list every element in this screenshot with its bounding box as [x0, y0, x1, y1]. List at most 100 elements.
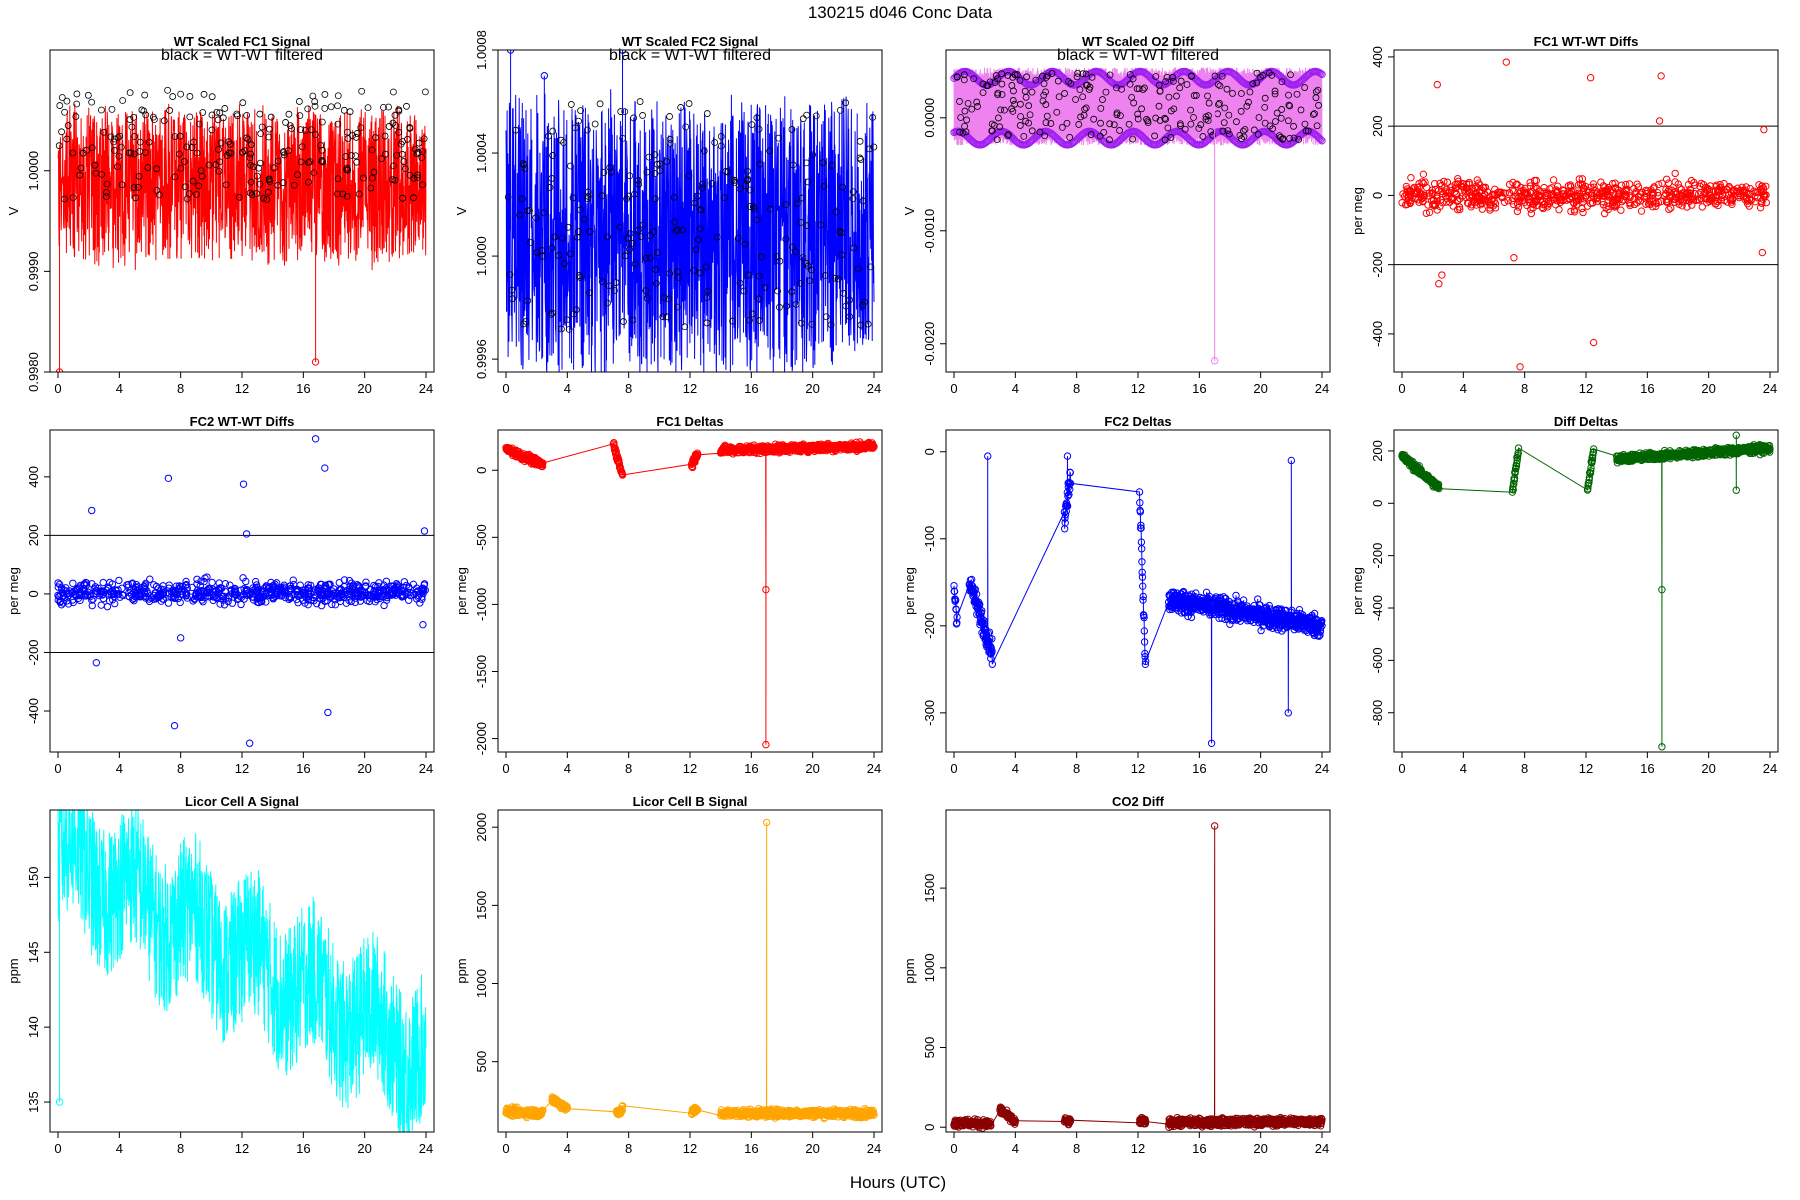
- filtered-point: [246, 189, 254, 197]
- data-point: [419, 620, 427, 629]
- data-point: [340, 576, 349, 584]
- data-point: [54, 579, 62, 587]
- data-point: [1688, 201, 1696, 209]
- x-tick-label: 4: [564, 761, 571, 776]
- data-point: [1587, 191, 1596, 199]
- filtered-point: [1072, 96, 1079, 103]
- filtered-point: [310, 169, 318, 177]
- data-point: [285, 595, 293, 604]
- filtered-point: [703, 110, 711, 117]
- filtered-point: [1290, 134, 1298, 142]
- data-point: [115, 576, 123, 585]
- series-line: [505, 441, 875, 745]
- data-point: [190, 595, 199, 604]
- data-point: [317, 601, 326, 610]
- plot-area: [950, 67, 1326, 365]
- data-point: [211, 587, 219, 595]
- filtered-point: [260, 194, 268, 202]
- filtered-point: [703, 319, 711, 327]
- filtered-point: [831, 274, 839, 282]
- filtered-point: [164, 86, 172, 94]
- filtered-point: [334, 102, 342, 110]
- data-point: [539, 459, 547, 467]
- filtered-point: [854, 265, 862, 273]
- filtered-point: [782, 235, 790, 243]
- data-point: [1701, 189, 1709, 197]
- data-point: [1683, 203, 1691, 211]
- filtered-point: [186, 113, 194, 121]
- data-point: [110, 599, 119, 608]
- filtered-point: [414, 148, 422, 156]
- filtered-point: [520, 161, 528, 169]
- filtered-point: [756, 160, 764, 168]
- data-point: [1556, 198, 1565, 207]
- filtered-point: [548, 244, 556, 252]
- filtered-point: [666, 270, 674, 277]
- filtered-point: [130, 113, 138, 121]
- data-point: [269, 593, 277, 601]
- filtered-point: [576, 206, 584, 214]
- data-point: [1625, 180, 1634, 188]
- filtered-point: [721, 194, 728, 202]
- filtered-point: [651, 170, 659, 177]
- filtered-point: [1116, 127, 1123, 134]
- y-tick-label: -400: [1370, 321, 1385, 347]
- data-point: [1513, 180, 1521, 188]
- filtered-point: [418, 181, 426, 189]
- filtered-point: [584, 195, 591, 203]
- filtered-point: [532, 214, 540, 222]
- filtered-point: [1273, 109, 1281, 117]
- data-point: [1468, 185, 1477, 193]
- filtered-point: [1022, 93, 1030, 101]
- data-point: [1555, 205, 1563, 214]
- x-tick-label: 8: [625, 761, 632, 776]
- filtered-point: [583, 126, 591, 134]
- filtered-point: [1271, 90, 1279, 98]
- filtered-point: [1008, 105, 1015, 113]
- filtered-point: [1074, 69, 1082, 77]
- filtered-point: [364, 104, 372, 112]
- filtered-point: [575, 272, 583, 279]
- x-tick-label: 16: [296, 761, 310, 776]
- data-point: [181, 581, 190, 590]
- filtered-point: [663, 313, 671, 321]
- filtered-point: [1102, 88, 1110, 96]
- filtered-point: [839, 183, 846, 191]
- filtered-point: [1077, 113, 1085, 121]
- filtered-point: [58, 128, 65, 136]
- filtered-point: [575, 117, 582, 125]
- panel-title: WT Scaled FC1 Signal: [174, 34, 311, 49]
- filtered-point: [334, 92, 342, 100]
- filtered-point: [767, 205, 774, 213]
- x-tick-label: 24: [419, 381, 433, 396]
- data-point: [1714, 201, 1722, 210]
- data-point: [418, 584, 427, 592]
- filtered-point: [789, 161, 797, 169]
- filtered-point: [708, 179, 716, 187]
- data-point: [1456, 205, 1464, 214]
- filtered-point: [1055, 93, 1063, 101]
- data-point: [200, 577, 208, 586]
- data-point: [1626, 200, 1634, 208]
- filtered-point: [520, 320, 528, 328]
- filtered-point: [1042, 101, 1050, 108]
- filtered-point: [631, 190, 638, 198]
- filtered-point: [103, 193, 110, 201]
- filtered-point: [837, 106, 844, 114]
- filtered-point: [110, 138, 118, 146]
- filtered-point: [1085, 86, 1093, 93]
- filtered-point: [217, 139, 225, 147]
- panel-annotation: black = WT-WT filtered: [161, 47, 323, 64]
- data-point: [1715, 191, 1723, 199]
- data-point: [1066, 479, 1075, 488]
- data-point: [1756, 203, 1765, 212]
- filtered-point: [208, 111, 216, 119]
- data-point: [1542, 192, 1550, 200]
- data-point: [321, 464, 329, 472]
- filtered-point: [296, 112, 304, 120]
- filtered-point: [1218, 72, 1226, 80]
- data-point: [1760, 125, 1768, 134]
- x-tick-label: 0: [950, 761, 957, 776]
- filtered-point: [126, 89, 134, 97]
- filtered-point: [318, 146, 326, 154]
